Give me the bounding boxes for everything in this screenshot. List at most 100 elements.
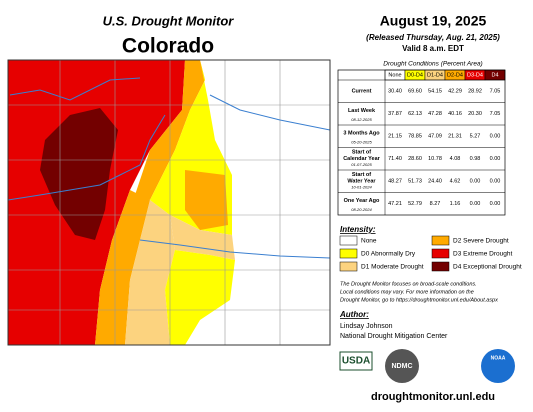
region-d2 bbox=[95, 190, 150, 345]
table-value: 0.98 bbox=[470, 156, 481, 162]
noaa-text: NOAA bbox=[491, 355, 506, 361]
legend-label: D4 Exceptional Drought bbox=[453, 264, 522, 271]
column-header: None bbox=[388, 72, 401, 78]
title: U.S. Drought Monitor bbox=[103, 13, 235, 28]
column-header: D3-D4 bbox=[467, 72, 483, 78]
table-value: 10.78 bbox=[428, 156, 442, 162]
table-value: 8.27 bbox=[430, 201, 441, 207]
river bbox=[9, 77, 141, 101]
date: August 19, 2025 bbox=[380, 13, 487, 29]
table-value: 40.16 bbox=[448, 111, 462, 117]
usda-text: USDA bbox=[342, 356, 370, 367]
table-value: 71.40 bbox=[388, 156, 402, 162]
table-value: 7.05 bbox=[490, 89, 501, 95]
region-d1 bbox=[170, 215, 235, 260]
legend-swatch bbox=[431, 248, 450, 259]
author-org: National Drought Mitigation Center bbox=[340, 333, 448, 340]
table-caption: Drought Conditions (Percent Area) bbox=[383, 61, 482, 68]
table-value: 1.16 bbox=[450, 201, 461, 207]
note-line: Drought Monitor, go to https://droughtmo… bbox=[340, 297, 498, 303]
table-value: 62.13 bbox=[408, 111, 422, 117]
table-value: 0.00 bbox=[490, 179, 501, 185]
table-value: 47.21 bbox=[388, 201, 402, 207]
row-label: Last Week bbox=[348, 108, 376, 114]
row-label-line: Water Year bbox=[347, 179, 376, 185]
row-label: One Year Ago bbox=[344, 198, 380, 204]
row-date: 10-01-2024 bbox=[351, 185, 372, 190]
row-label-line: Calendar Year bbox=[343, 156, 380, 162]
table-value: 28.60 bbox=[408, 156, 422, 162]
legend-swatch bbox=[339, 235, 358, 246]
table-value: 0.00 bbox=[490, 134, 501, 140]
county-lines bbox=[8, 60, 330, 345]
table-value: 21.15 bbox=[388, 134, 402, 140]
table-value: 0.00 bbox=[490, 201, 501, 207]
river bbox=[7, 114, 166, 201]
map bbox=[7, 59, 331, 346]
table-value: 5.27 bbox=[470, 134, 481, 140]
legend: None D0 Abnormally Dry D1 Moderate Drought… bbox=[339, 235, 522, 272]
table-value: 0.00 bbox=[470, 201, 481, 207]
legend-swatch bbox=[339, 248, 358, 259]
conditions-table: None D0-D4 D1-D4 D2-D4 D3-D4 D4 Current 30.40 69… bbox=[337, 69, 506, 216]
river bbox=[139, 239, 331, 259]
region-d1 bbox=[125, 200, 175, 345]
table-value: 0.00 bbox=[490, 156, 501, 162]
table-value: 28.92 bbox=[468, 89, 482, 95]
table-value: 7.05 bbox=[490, 111, 501, 117]
usda-logo bbox=[339, 351, 373, 371]
note-line: The Drought Monitor focuses on broad-sca… bbox=[340, 281, 477, 287]
table-value: 4.62 bbox=[450, 179, 461, 185]
column-header: D1-D4 bbox=[427, 72, 443, 78]
table-value: 30.40 bbox=[388, 89, 402, 95]
rivers bbox=[7, 77, 331, 259]
table-value: 52.79 bbox=[408, 201, 422, 207]
row-label-line: Start of bbox=[352, 150, 371, 156]
table-value: 51.73 bbox=[408, 179, 422, 185]
legend-title: Intensity: bbox=[340, 225, 376, 234]
table-value: 78.85 bbox=[408, 134, 422, 140]
legend-label: D3 Extreme Drought bbox=[453, 251, 512, 258]
legend-label: D1 Moderate Drought bbox=[361, 264, 424, 271]
state-name: Colorado bbox=[122, 35, 214, 58]
row-date: 05-20-2025 bbox=[351, 140, 372, 145]
legend-swatch bbox=[431, 235, 450, 246]
released: (Released Thursday, Aug. 21, 2025) bbox=[366, 33, 500, 42]
table-value: 21.31 bbox=[448, 134, 462, 140]
footer-url: droughtmonitor.unl.edu bbox=[371, 391, 495, 403]
table-value: 48.27 bbox=[388, 179, 402, 185]
row-date: 01-07-2025 bbox=[351, 162, 372, 167]
column-header: D0-D4 bbox=[407, 72, 423, 78]
note-line: Local conditions may vary. For more info… bbox=[340, 289, 474, 295]
table-value: 47.28 bbox=[428, 111, 442, 117]
table-value: 20.30 bbox=[468, 111, 482, 117]
table-value: 69.60 bbox=[408, 89, 422, 95]
legend-label: None bbox=[361, 238, 377, 245]
region-d4 bbox=[40, 108, 118, 240]
row-label: Current bbox=[352, 89, 372, 95]
table-value: 54.15 bbox=[428, 89, 442, 95]
logos: USDA NDMC NOAA bbox=[339, 349, 515, 383]
legend-label: D0 Abnormally Dry bbox=[361, 251, 416, 258]
legend-label: D2 Severe Drought bbox=[453, 238, 509, 245]
ndmc-logo bbox=[385, 349, 419, 383]
ndmc-text: NDMC bbox=[392, 363, 413, 370]
column-header: D2-D4 bbox=[447, 72, 463, 78]
note: The Drought Monitor focuses on broad-sca… bbox=[340, 281, 498, 303]
row-label-line: Start of bbox=[352, 172, 371, 178]
river bbox=[209, 94, 331, 131]
noaa-logo bbox=[481, 349, 515, 383]
table-value: 4.08 bbox=[450, 156, 461, 162]
table-value: 37.87 bbox=[388, 111, 402, 117]
valid: Valid 8 a.m. EDT bbox=[402, 44, 464, 53]
table-value: 47.09 bbox=[428, 134, 442, 140]
region-d0 bbox=[165, 250, 235, 345]
row-label: 3 Months Ago bbox=[343, 130, 380, 136]
row-label: Start of Calendar Year bbox=[343, 150, 380, 163]
state-border bbox=[7, 59, 331, 346]
table-value: 24.40 bbox=[428, 179, 442, 185]
row-label: Start of Water Year bbox=[347, 172, 376, 185]
table-value: 42.29 bbox=[448, 89, 462, 95]
